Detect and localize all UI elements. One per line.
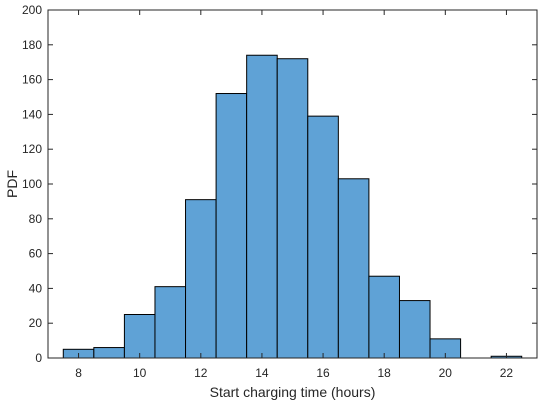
histogram-bar <box>93 347 125 359</box>
y-tick-label: 200 <box>22 3 42 17</box>
x-tick-label: 18 <box>378 366 392 380</box>
y-tick-label: 180 <box>22 38 42 52</box>
x-tick-label: 20 <box>439 366 453 380</box>
x-tick-label: 16 <box>316 366 330 380</box>
x-tick-label: 12 <box>194 366 208 380</box>
bars-group <box>62 54 523 359</box>
x-tick-label: 10 <box>133 366 147 380</box>
x-tick-label: 22 <box>500 366 514 380</box>
y-tick-label: 0 <box>35 351 42 365</box>
x-tick-label: 8 <box>75 366 82 380</box>
x-tick-label: 14 <box>255 366 269 380</box>
histogram-bar <box>215 93 248 359</box>
y-tick-label: 100 <box>22 177 42 191</box>
histogram-bar <box>246 54 278 359</box>
y-tick-label: 40 <box>29 281 43 295</box>
x-axis-label: Start charging time (hours) <box>210 384 376 400</box>
histogram-bar <box>307 115 339 359</box>
histogram-bar <box>154 286 187 359</box>
y-tick-label: 140 <box>22 107 42 121</box>
histogram-bar <box>398 300 431 359</box>
plot-area-frame <box>47 9 538 359</box>
y-tick-label: 60 <box>29 247 43 261</box>
x-axis-ticks: 8 10 12 14 16 18 20 22 <box>75 10 513 380</box>
y-axis-ticks: 0 20 40 60 80 100 120 140 160 180 200 <box>22 3 537 365</box>
histogram-bar <box>368 275 400 359</box>
histogram-bar <box>337 178 370 359</box>
histogram-bar <box>276 58 309 359</box>
y-tick-label: 160 <box>22 73 42 87</box>
histogram-bar <box>123 314 156 359</box>
y-tick-label: 20 <box>29 316 43 330</box>
y-tick-label: 120 <box>22 142 42 156</box>
histogram-bar <box>185 199 217 359</box>
y-tick-label: 80 <box>29 212 43 226</box>
y-axis-label: PDF <box>4 170 20 198</box>
